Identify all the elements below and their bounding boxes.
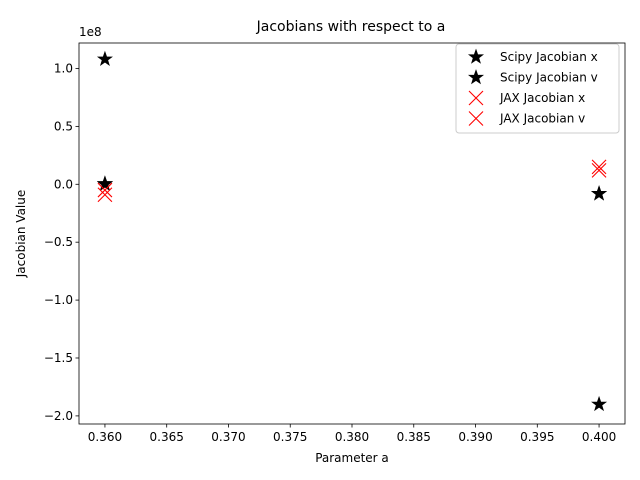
x-axis-label: Parameter a	[315, 451, 389, 465]
data-point-series-1	[96, 50, 113, 67]
y-tick-label: 0.5	[54, 119, 73, 133]
x-tick-label: 0.360	[88, 430, 122, 444]
x-tick-label: 0.375	[273, 430, 307, 444]
x-tick-label: 0.370	[211, 430, 245, 444]
x-tick-label: 0.380	[335, 430, 369, 444]
y-tick-label: 0.0	[54, 177, 73, 191]
x-tick-label: 0.385	[397, 430, 431, 444]
chart-title: Jacobians with respect to a	[256, 19, 446, 35]
x-tick-label: 0.400	[582, 430, 616, 444]
legend-label-series-2: Scipy Jacobian v	[500, 71, 598, 85]
legend-marker-series-2	[467, 69, 485, 85]
y-tick-label: 1.0	[54, 61, 73, 75]
data-point-series-4	[591, 162, 607, 178]
legend-marker-series-4	[468, 111, 484, 126]
y-axis-label: Jacobian Value	[14, 190, 28, 279]
data-point-series-4	[97, 187, 113, 203]
legend-marker-series-3	[468, 90, 484, 106]
y-offset-label: 1e8	[79, 25, 102, 39]
data-point-series-3	[97, 182, 113, 198]
x-tick-label: 0.365	[150, 430, 184, 444]
y-tick-label: −2.0	[44, 409, 73, 423]
y-axis: 1.0 0.5 0.0 −0.5 −1.0 −1.5 −2.0	[44, 61, 79, 423]
legend-box	[455, 43, 620, 134]
legend-label-series-4: JAX Jacobian v	[499, 112, 585, 126]
data-point-series-2	[96, 175, 113, 191]
legend: Scipy Jacobian x Scipy Jacobian v JAX Jaco…	[455, 43, 620, 134]
y-tick-label: −1.5	[44, 351, 73, 365]
x-tick-label: 0.390	[458, 430, 492, 444]
data-point-series-3	[591, 159, 607, 175]
data-point-series-1	[591, 395, 608, 412]
y-tick-label: −1.0	[44, 293, 73, 307]
x-axis: 0.360 0.365 0.370 0.375 0.380 0.385 0.390 0.395…	[88, 424, 616, 444]
y-tick-label: −0.5	[44, 235, 73, 249]
plot-marks	[96, 50, 608, 412]
legend-marker-series-1	[467, 48, 485, 64]
data-point-series-2	[591, 185, 608, 201]
legend-label-series-1: Scipy Jacobian x	[500, 50, 598, 64]
x-tick-label: 0.395	[520, 430, 554, 444]
legend-label-series-3: JAX Jacobian x	[499, 91, 585, 105]
